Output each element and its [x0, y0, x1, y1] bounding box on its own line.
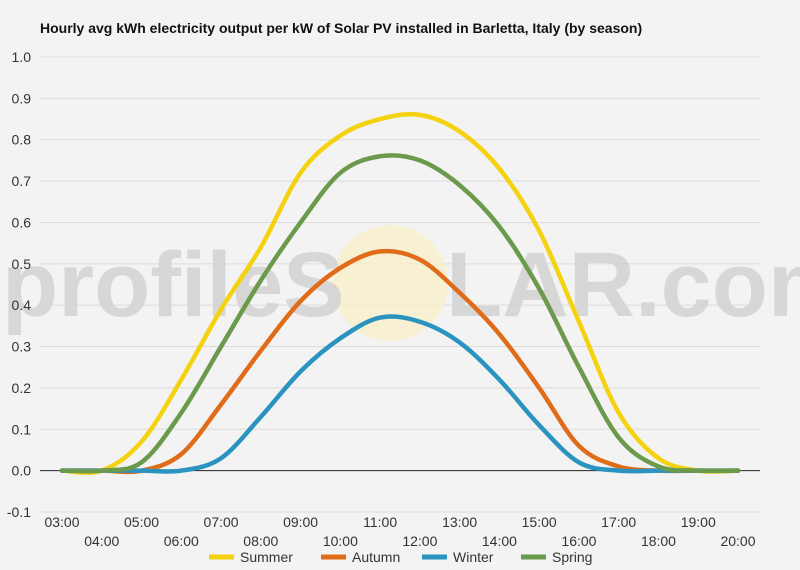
- watermark-sun-icon: [332, 225, 448, 341]
- x-tick-label: 07:00: [204, 514, 239, 530]
- x-tick-label: 12:00: [402, 533, 437, 549]
- x-tick-label: 13:00: [442, 514, 477, 530]
- x-tick-label: 06:00: [164, 533, 199, 549]
- y-tick-label: 0.1: [12, 421, 32, 437]
- series-line-autumn: [59, 248, 741, 475]
- x-tick-label: 14:00: [482, 533, 517, 549]
- x-tick-label: 17:00: [601, 514, 636, 530]
- series-line-winter: [59, 314, 741, 474]
- x-tick-label: 18:00: [641, 533, 676, 549]
- series-layer: [59, 111, 741, 476]
- x-tick-label: 05:00: [124, 514, 159, 530]
- series-line-summer: [59, 111, 741, 476]
- y-tick-label: 0.4: [12, 297, 32, 313]
- legend-label: Winter: [453, 549, 494, 565]
- y-tick-label: 0.3: [12, 339, 32, 355]
- x-tick-label: 04:00: [84, 533, 119, 549]
- watermark-logo-text-2: LAR.com: [446, 234, 800, 336]
- x-tick-label: 10:00: [323, 533, 358, 549]
- y-tick-label: 0.0: [12, 463, 32, 479]
- legend-label: Autumn: [352, 549, 400, 565]
- x-tick-label: 20:00: [720, 533, 755, 549]
- y-tick-label: 0.8: [12, 132, 32, 148]
- x-tick-label: 11:00: [363, 514, 397, 530]
- y-tick-label: 0.6: [12, 214, 32, 230]
- x-tick-label: 16:00: [561, 533, 596, 549]
- watermark: profileS LAR.com: [2, 225, 800, 341]
- y-tick-label: 0.5: [12, 256, 32, 272]
- legend-label: Summer: [240, 549, 293, 565]
- watermark-logo-text: profileS: [2, 234, 344, 336]
- x-tick-label: 09:00: [283, 514, 318, 530]
- x-tick-label: 19:00: [681, 514, 716, 530]
- y-tick-label: 0.2: [12, 380, 32, 396]
- x-tick-label: 08:00: [243, 533, 278, 549]
- y-tick-label: -0.1: [7, 504, 31, 520]
- series-line-spring: [59, 153, 741, 474]
- chart-title: Hourly avg kWh electricity output per kW…: [40, 20, 642, 36]
- x-tick-label: 03:00: [44, 514, 79, 530]
- y-tick-label: 0.9: [12, 90, 32, 106]
- y-tick-label: 0.7: [12, 173, 32, 189]
- legend: Summer Autumn Winter Spring: [209, 549, 592, 565]
- legend-label: Spring: [552, 549, 592, 565]
- y-tick-label: 1.0: [12, 49, 32, 65]
- x-tick-label: 15:00: [522, 514, 557, 530]
